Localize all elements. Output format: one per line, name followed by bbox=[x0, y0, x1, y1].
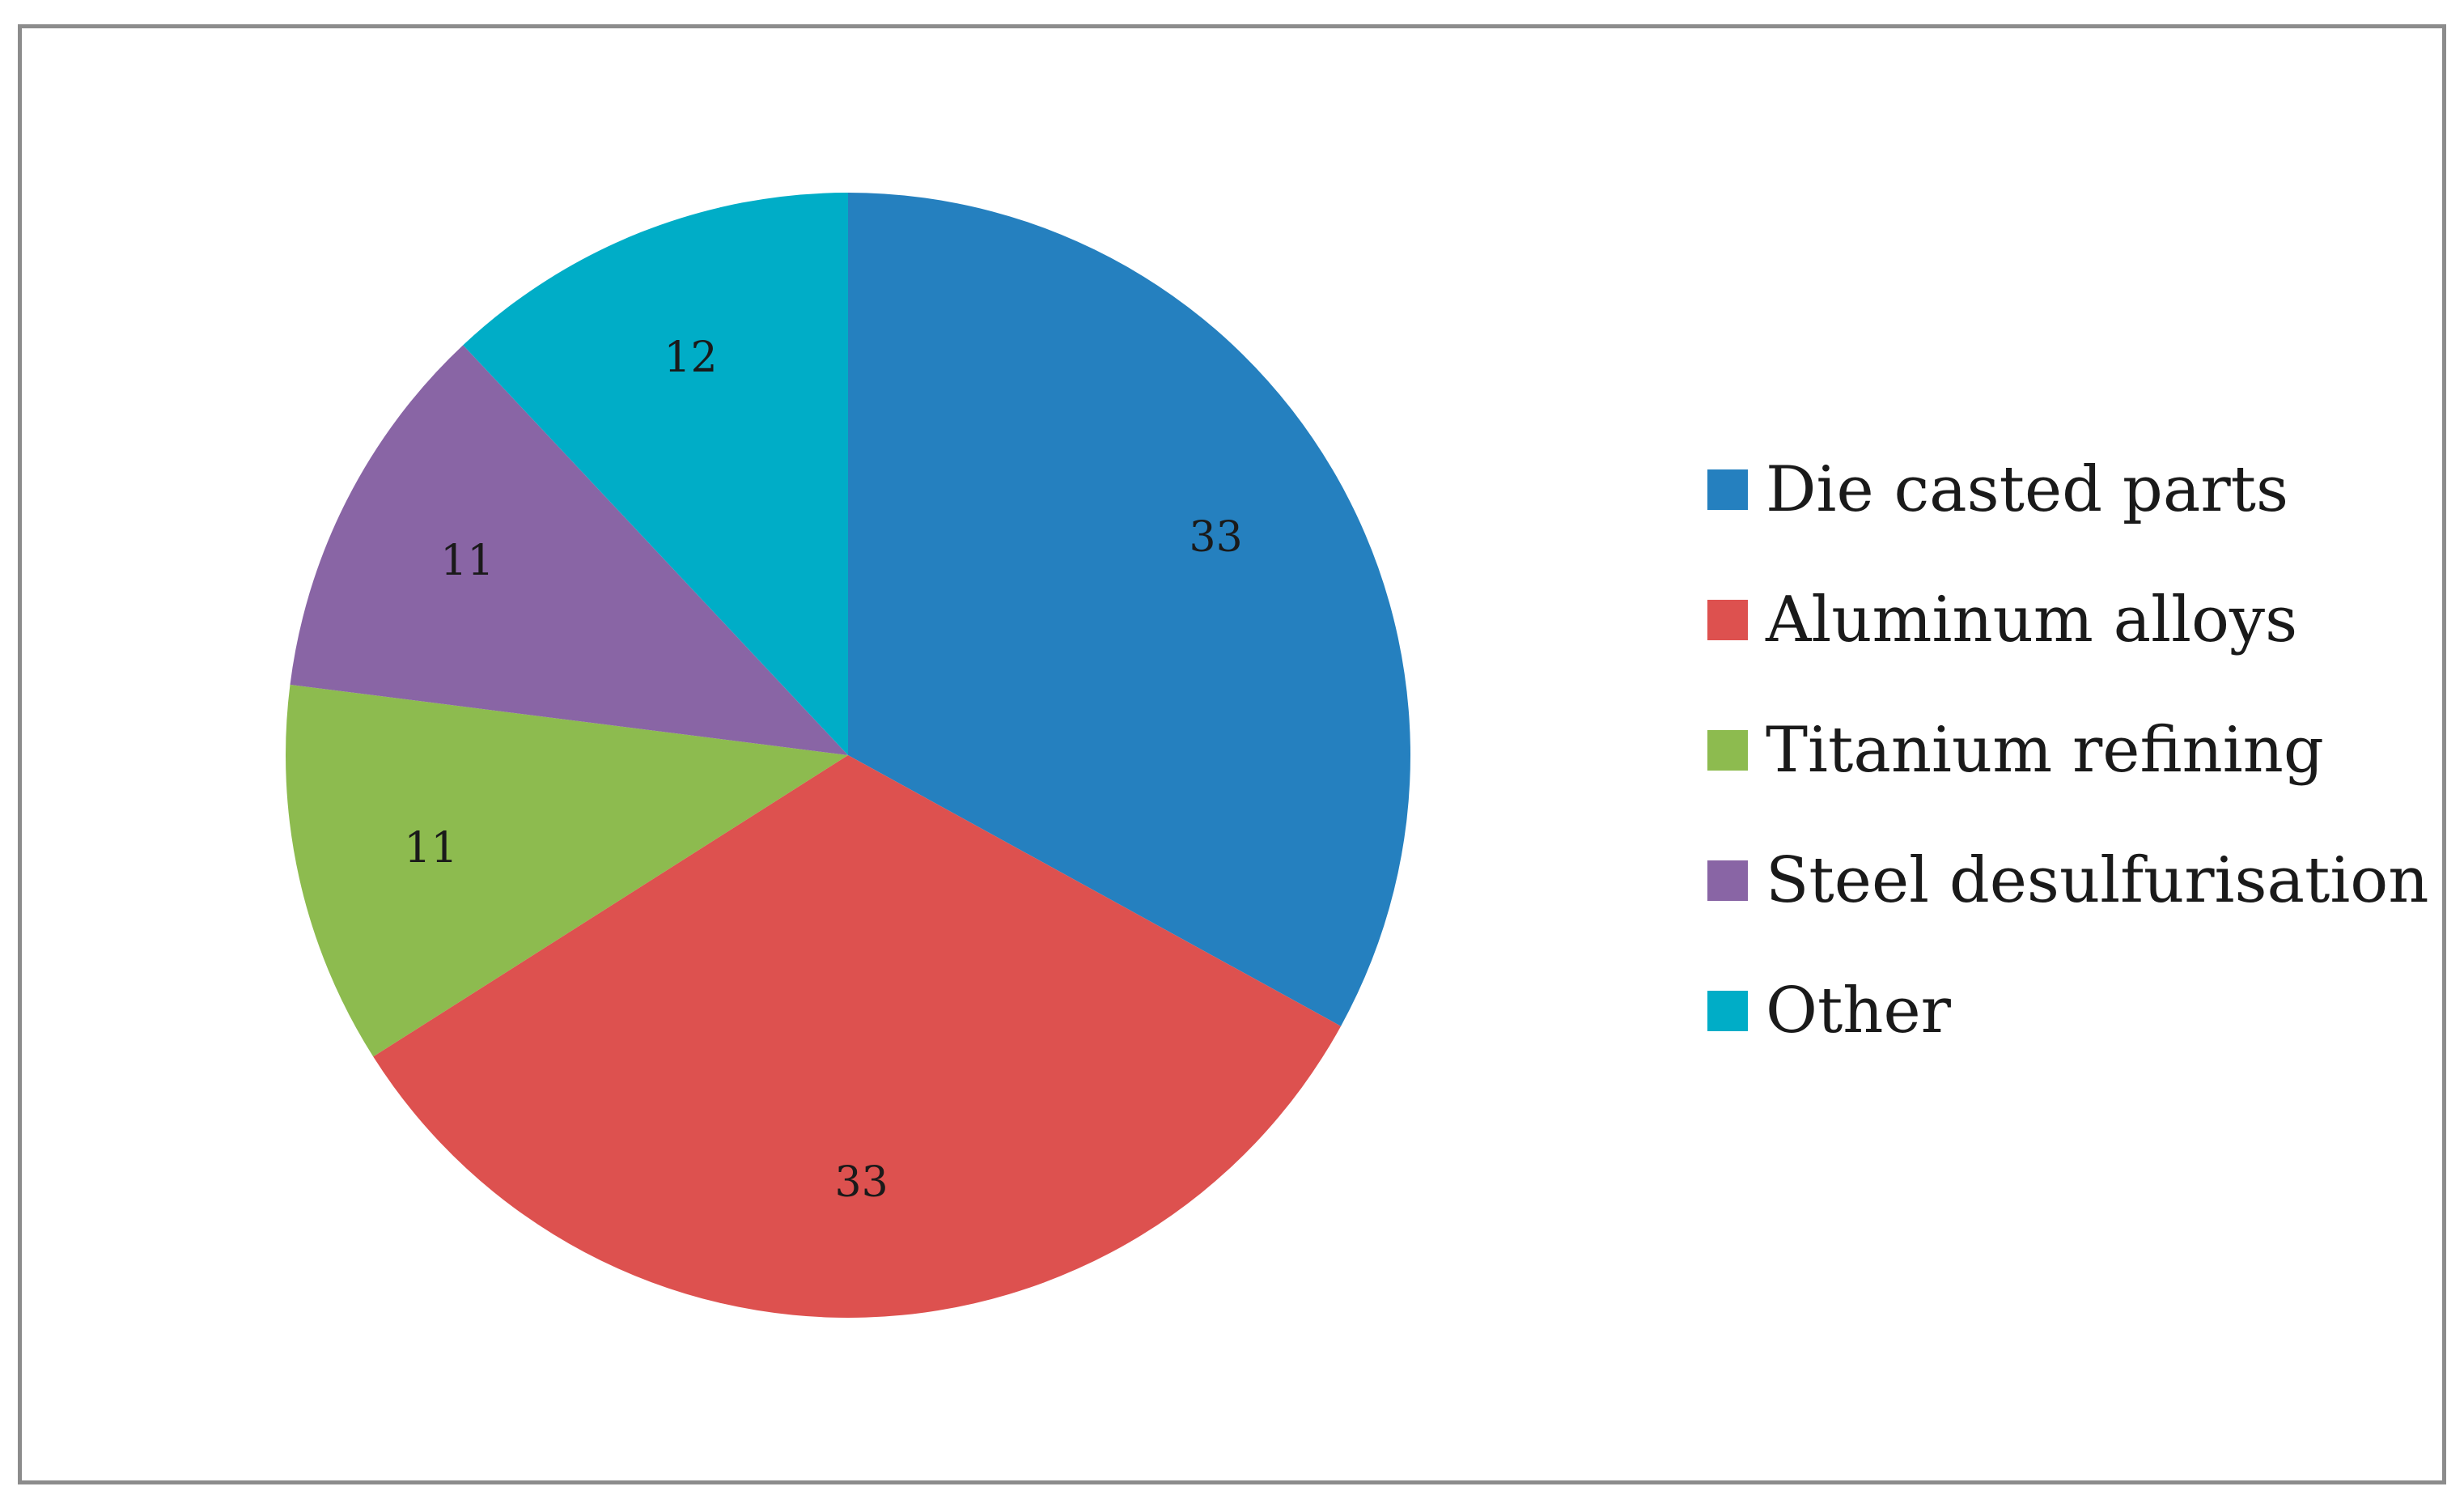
pie-slice-die-casted-parts bbox=[848, 193, 1411, 1026]
pie-slices bbox=[285, 193, 1411, 1319]
legend-label-other: Other bbox=[1766, 975, 1952, 1047]
pie-slice-titanium-refining bbox=[285, 684, 848, 1057]
legend-swatch-steel-desulfurisation bbox=[1707, 860, 1748, 901]
legend-label-aluminum-alloys: Aluminum alloys bbox=[1765, 584, 2297, 656]
legend-swatch-aluminum-alloys bbox=[1707, 600, 1748, 640]
legend: Die casted parts Aluminum alloys Titanium … bbox=[1707, 453, 2429, 1047]
legend-item-steel-desulfurisation: Steel desulfurisation bbox=[1707, 844, 2429, 917]
pie-slice-aluminum-alloys bbox=[373, 755, 1342, 1319]
legend-swatch-other bbox=[1707, 991, 1748, 1031]
legend-item-titanium-refining: Titanium refining bbox=[1707, 714, 2324, 787]
legend-label-steel-desulfurisation: Steel desulfurisation bbox=[1766, 844, 2429, 917]
data-label-titanium-refining: 11 bbox=[404, 824, 457, 873]
data-label-other: 12 bbox=[664, 333, 717, 382]
pie-slice-steel-desulfurisation bbox=[290, 345, 848, 755]
legend-swatch-die-casted-parts bbox=[1707, 469, 1748, 510]
pie-data-labels: 33 33 11 11 12 bbox=[404, 333, 1242, 1207]
data-label-die-casted-parts: 33 bbox=[1190, 513, 1243, 562]
legend-label-titanium-refining: Titanium refining bbox=[1766, 714, 2324, 787]
legend-label-die-casted-parts: Die casted parts bbox=[1766, 453, 2288, 526]
legend-swatch-titanium-refining bbox=[1707, 730, 1748, 771]
data-label-aluminum-alloys: 33 bbox=[835, 1158, 888, 1207]
pie-slice-other bbox=[463, 193, 848, 755]
data-label-steel-desulfurisation: 11 bbox=[440, 537, 494, 585]
legend-item-die-casted-parts: Die casted parts bbox=[1707, 453, 2288, 526]
legend-item-aluminum-alloys: Aluminum alloys bbox=[1707, 584, 2297, 656]
legend-item-other: Other bbox=[1707, 975, 1952, 1047]
